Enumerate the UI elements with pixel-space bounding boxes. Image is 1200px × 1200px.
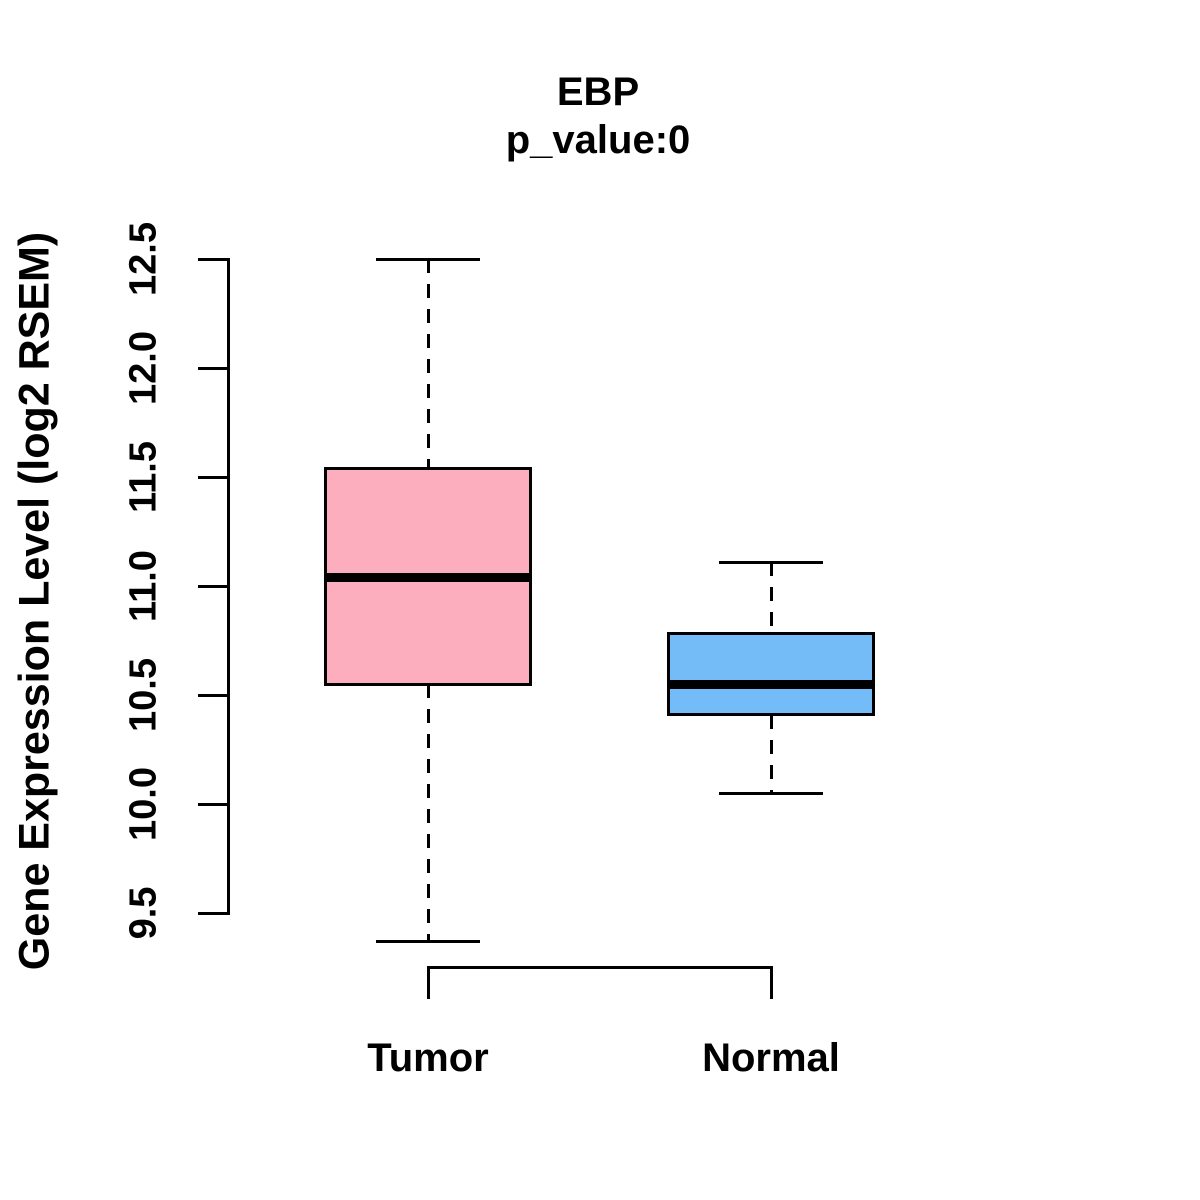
upper-whisker-line [769,562,773,634]
lower-whisker-cap [376,939,480,943]
y-tick-label: 12.0 [122,331,165,405]
x-category-label: Normal [702,1036,840,1080]
median-line [667,679,875,689]
lower-whisker-line [769,714,773,794]
x-axis-tick [426,966,430,999]
x-axis-line [426,966,773,969]
upper-whisker-line [426,259,430,469]
y-tick-label: 10.0 [122,767,165,841]
upper-whisker-cap [376,257,480,261]
y-tick-label: 9.5 [122,886,165,940]
y-axis-tick [198,693,227,697]
y-axis-tick [198,802,227,806]
upper-whisker-cap [719,560,823,564]
x-axis-tick [769,966,773,999]
y-tick-label: 11.5 [122,441,165,513]
y-axis-title: Gene Expression Level (log2 RSEM) [10,231,59,971]
y-tick-label: 11.0 [122,550,165,622]
chart-subtitle: p_value:0 [505,118,691,162]
median-line [324,572,532,582]
y-axis-tick [198,257,227,261]
lower-whisker-cap [719,791,823,795]
iqr-box-normal [667,632,875,717]
y-axis-tick [198,475,227,479]
y-axis-line [227,257,230,915]
lower-whisker-line [426,684,430,942]
chart-title: EBP [556,70,640,114]
y-axis-tick [198,584,227,588]
y-axis-tick [198,366,227,370]
y-tick-label: 12.5 [122,222,165,296]
y-axis-tick [198,911,227,915]
x-category-label: Tumor [367,1036,489,1080]
y-tick-label: 10.5 [122,658,165,732]
